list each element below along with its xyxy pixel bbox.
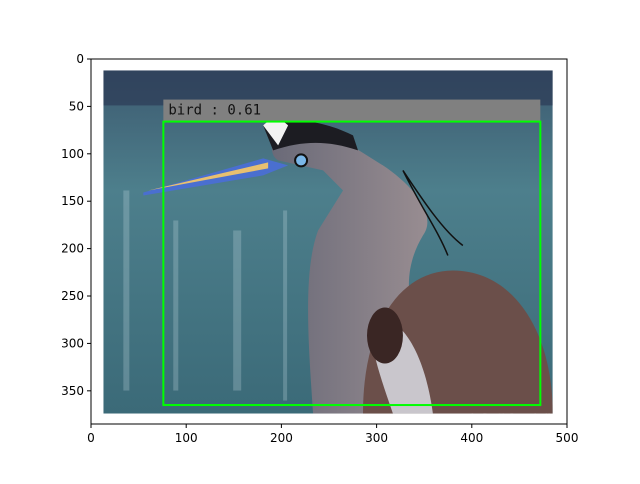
x-tick-label: 200 [270, 431, 293, 445]
y-tick-label: 0 [76, 52, 84, 66]
x-tick-label: 500 [556, 431, 579, 445]
image-credit: © L. Scott Campbell [460, 413, 550, 422]
x-tick-label: 100 [175, 431, 198, 445]
detection-box [162, 120, 542, 407]
x-tick-label: 300 [365, 431, 388, 445]
y-tick-label: 150 [61, 194, 84, 208]
y-tick-label: 300 [61, 336, 84, 350]
photo [103, 70, 553, 414]
axes-frame [90, 58, 568, 425]
y-tick-label: 50 [69, 99, 84, 113]
y-tick-label: 250 [61, 289, 84, 303]
label-background [163, 99, 541, 122]
detection-label: bird : 0.61 [168, 103, 261, 119]
x-tick-label: 400 [460, 431, 483, 445]
y-tick-label: 350 [61, 384, 84, 398]
y-tick-label: 100 [61, 147, 84, 161]
y-tick-label: 200 [61, 242, 84, 256]
x-tick-label: 0 [87, 431, 95, 445]
